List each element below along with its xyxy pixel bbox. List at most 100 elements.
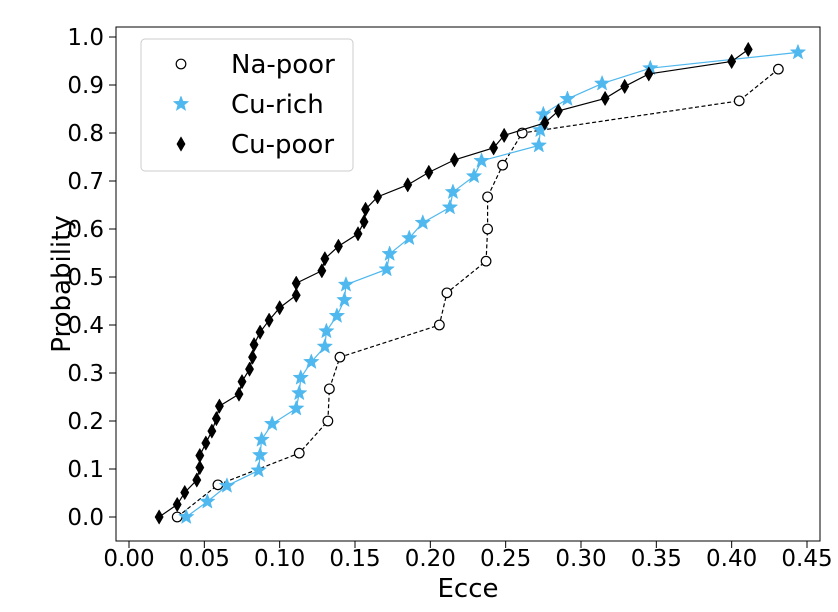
data-point <box>600 90 610 107</box>
y-tick-label: 0.3 <box>67 361 104 387</box>
data-point <box>234 386 244 402</box>
series-na-poor <box>171 63 784 523</box>
data-point <box>237 373 247 390</box>
data-point <box>317 263 327 279</box>
data-point <box>255 324 265 340</box>
y-tick-label: 0.6 <box>67 217 104 243</box>
data-point <box>424 164 434 181</box>
data-point <box>449 152 459 168</box>
data-point <box>180 484 190 501</box>
data-point <box>644 66 654 82</box>
data-point <box>293 447 305 459</box>
y-tick-label: 0.1 <box>67 457 104 483</box>
plot-area <box>154 41 807 525</box>
data-point <box>177 508 195 525</box>
data-point <box>291 275 301 291</box>
data-point <box>530 136 548 153</box>
data-point <box>207 423 217 439</box>
data-point <box>275 300 285 316</box>
data-point <box>323 383 335 395</box>
data-point <box>201 435 211 451</box>
y-tick-label: 0.8 <box>67 121 104 147</box>
data-point <box>336 291 353 308</box>
legend-item: Cu-poor <box>176 130 334 160</box>
data-point <box>482 191 493 203</box>
data-point <box>320 251 330 267</box>
data-point <box>378 260 395 277</box>
data-point <box>620 78 630 95</box>
data-point <box>441 287 453 299</box>
data-point <box>195 447 205 464</box>
x-tick-label: 0.15 <box>329 546 380 572</box>
data-point <box>250 461 267 478</box>
data-point <box>373 189 383 205</box>
data-point <box>154 509 164 525</box>
data-point <box>480 255 492 267</box>
data-point <box>172 496 182 513</box>
data-point <box>195 459 205 476</box>
data-point <box>403 177 413 193</box>
data-point <box>253 431 270 447</box>
data-point <box>199 492 216 509</box>
data-point <box>444 183 462 200</box>
data-point <box>727 53 737 70</box>
x-axis-label: Ecce <box>437 574 498 604</box>
legend-label: Na-poor <box>231 50 335 80</box>
x-tick-label: 0.45 <box>781 546 832 572</box>
data-point <box>251 446 269 463</box>
data-point <box>559 90 576 106</box>
x-tick-label: 0.25 <box>480 546 531 572</box>
data-point <box>593 74 611 91</box>
x-tick-label: 0.20 <box>405 546 456 572</box>
legend-box <box>140 38 354 172</box>
y-tick-label: 0.0 <box>67 505 104 531</box>
data-point <box>192 472 202 488</box>
data-point <box>291 287 301 303</box>
y-tick-label: 0.7 <box>67 169 104 195</box>
legend-item: Na-poor <box>175 50 335 80</box>
legend-item: Cu-rich <box>172 90 324 120</box>
legend-label: Cu-poor <box>231 130 334 160</box>
data-point <box>322 415 334 427</box>
data-point <box>334 351 346 363</box>
y-tick-label: 0.9 <box>67 73 104 99</box>
data-point <box>441 198 459 215</box>
y-tick-label: 0.2 <box>67 409 104 435</box>
data-point <box>400 229 418 246</box>
data-point <box>333 238 343 254</box>
data-point <box>264 312 274 328</box>
data-point <box>414 214 432 230</box>
data-point <box>337 275 355 292</box>
data-point <box>292 369 310 385</box>
legend-label: Cu-rich <box>231 90 324 120</box>
data-point <box>218 477 236 493</box>
x-tick-label: 0.05 <box>179 546 230 572</box>
data-point <box>433 319 445 331</box>
data-point <box>743 41 753 58</box>
x-tick-label: 0.40 <box>706 546 757 572</box>
data-point <box>287 399 305 416</box>
data-point <box>535 105 552 122</box>
legend-marker <box>175 58 187 70</box>
data-point <box>245 361 255 377</box>
data-point <box>499 127 509 144</box>
data-point <box>381 245 398 261</box>
plot-frame <box>115 26 821 542</box>
data-point <box>249 336 259 353</box>
data-point <box>553 103 563 119</box>
x-tick-label: 0.35 <box>631 546 682 572</box>
data-point <box>482 223 493 235</box>
data-point <box>248 349 258 365</box>
data-point <box>489 140 499 156</box>
data-point <box>772 63 784 75</box>
legend-marker <box>176 136 186 152</box>
data-point <box>465 167 483 184</box>
axis-ticks: 0.00 0.05 0.10 0.15 0.20 0.25 0.30 0.35 0.40 0.45… <box>67 25 832 572</box>
legend-marker <box>172 95 190 112</box>
data-point <box>316 337 334 354</box>
x-tick-label: 0.00 <box>103 546 154 572</box>
data-point <box>211 410 221 427</box>
series-cu-poor <box>154 41 753 525</box>
